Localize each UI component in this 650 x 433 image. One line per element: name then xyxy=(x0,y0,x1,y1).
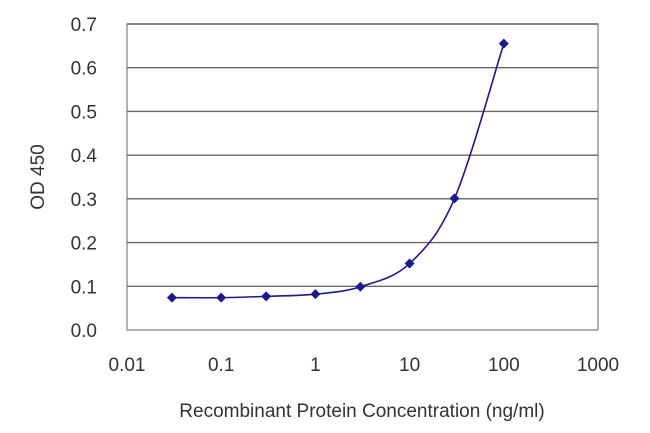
series-line xyxy=(171,43,505,299)
series-points xyxy=(166,38,509,303)
x-axis-label: Recombinant Protein Concentration (ng/ml… xyxy=(179,401,544,422)
y-tick-label: 0.6 xyxy=(71,59,97,80)
x-tick-label: 100 xyxy=(488,355,520,376)
data-point xyxy=(498,38,509,49)
x-tick-label: 10 xyxy=(399,355,420,376)
plot-area xyxy=(126,23,599,331)
y-tick-label: 0.1 xyxy=(71,277,97,298)
data-point xyxy=(449,193,460,204)
grid-lines xyxy=(127,23,598,287)
data-point xyxy=(166,292,177,303)
x-tick-label: 1000 xyxy=(577,355,619,376)
x-tick-label: 1 xyxy=(310,355,321,376)
data-point xyxy=(404,258,415,269)
y-tick-label: 0.4 xyxy=(71,146,98,167)
y-axis-label: OD 450 xyxy=(28,144,49,209)
y-tick-label: 0.5 xyxy=(71,102,97,123)
data-point xyxy=(310,289,321,300)
data-point xyxy=(216,292,227,303)
x-tick-label: 0.01 xyxy=(109,355,146,376)
x-axis-ticks: 0.01 0.1 1 10 100 1000 xyxy=(109,355,620,376)
x-tick-label: 0.1 xyxy=(208,355,234,376)
data-point xyxy=(261,291,272,302)
y-tick-label: 0.0 xyxy=(71,321,97,342)
y-tick-label: 0.7 xyxy=(71,15,97,36)
data-point xyxy=(355,281,366,292)
y-tick-label: 0.3 xyxy=(71,190,97,211)
y-axis-ticks: 0.0 0.1 0.2 0.3 0.4 0.5 0.6 0.7 xyxy=(71,15,98,342)
y-tick-label: 0.2 xyxy=(71,234,97,255)
